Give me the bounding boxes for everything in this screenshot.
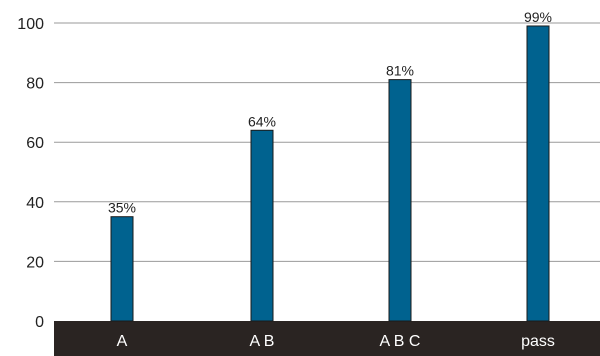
x-category-label: pass: [521, 333, 555, 350]
bar: [250, 129, 274, 322]
data-label: 99%: [524, 9, 552, 25]
y-tick-label: 100: [17, 16, 44, 33]
x-category-label: A: [117, 333, 128, 350]
x-category-label: A B: [250, 333, 275, 350]
y-tick-label: 80: [26, 76, 44, 93]
data-labels: 35% 64% 81% 99%: [108, 9, 552, 216]
bar: [388, 79, 412, 322]
data-label: 81%: [386, 63, 414, 79]
data-label: 35%: [108, 200, 136, 216]
bar: [526, 25, 550, 322]
bars: [110, 25, 550, 322]
y-tick-label: 20: [26, 254, 44, 271]
y-tick-label: 0: [35, 314, 44, 331]
y-tick-label: 40: [26, 195, 44, 212]
y-tick-label: 60: [26, 135, 44, 152]
y-axis-ticks: 0 20 40 60 80 100: [17, 16, 44, 331]
x-category-label: A B C: [380, 333, 421, 350]
bar: [110, 216, 134, 322]
gridlines: [54, 22, 600, 262]
x-axis-categories: A A B A B C pass: [117, 333, 555, 350]
data-label: 64%: [248, 113, 276, 129]
x-axis-band: [54, 321, 600, 356]
